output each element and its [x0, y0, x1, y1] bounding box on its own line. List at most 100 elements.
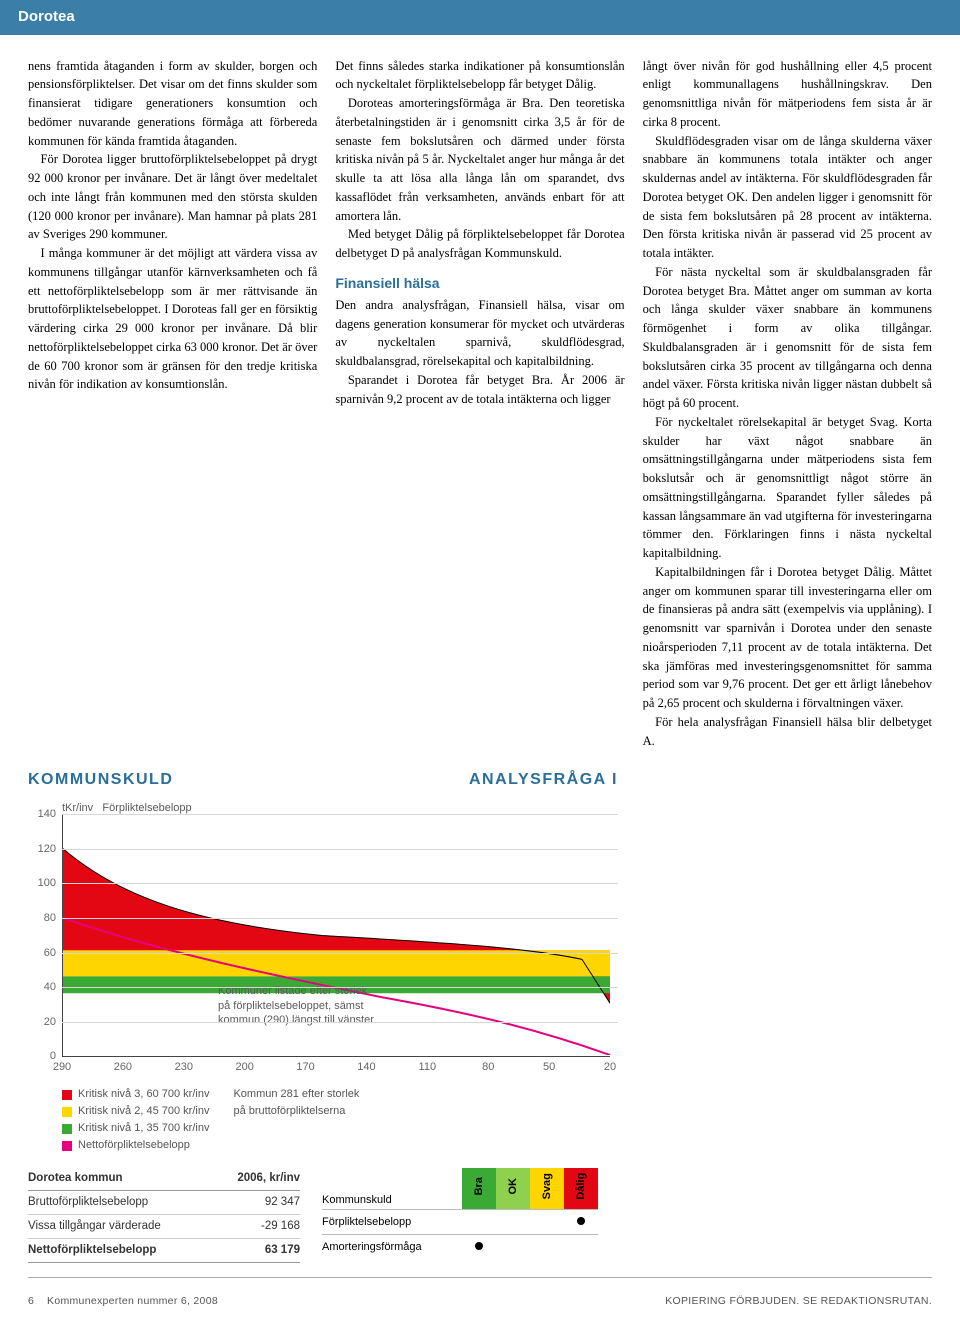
ytick: 120: [28, 841, 56, 858]
gridline: [62, 814, 618, 815]
subhead-finansiell-halsa: Finansiell hälsa: [335, 273, 624, 294]
chart-titles: KOMMUNSKULD ANALYSFRÅGA I: [28, 768, 618, 792]
rating-col-ok: OK: [496, 1168, 530, 1209]
col3-p3: För nästa nyckeltal som är skuldbalansgr…: [643, 263, 932, 413]
legend-l4: Nettoförpliktelsebelopp: [78, 1137, 190, 1154]
legend-l3: Kritisk nivå 1, 35 700 kr/inv: [78, 1120, 209, 1137]
t1-r1r: 92 347: [265, 1194, 300, 1211]
t1-r2l: Vissa tillgångar värderade: [28, 1218, 161, 1235]
xtick: 110: [419, 1059, 437, 1076]
col2-p1: Det finns således starka indikationer på…: [335, 57, 624, 95]
rating-row-1: Förpliktelsebelopp: [322, 1209, 598, 1235]
t1-hl: Dorotea kommun: [28, 1170, 123, 1187]
page-footer: 6 Kommunexperten nummer 6, 2008 KOPIERIN…: [0, 1294, 960, 1324]
green-swatch: [62, 1124, 72, 1134]
r2-bra: [462, 1235, 496, 1257]
rating-col-svag: Svag: [530, 1168, 564, 1209]
chart-legend: Kritisk nivå 3, 60 700 kr/inv Kritisk ni…: [28, 1086, 618, 1154]
r2-dalig: [564, 1235, 598, 1257]
r1-ok: [496, 1210, 530, 1232]
y-unit: tKr/inv: [62, 802, 93, 814]
legend-magenta: Nettoförpliktelsebelopp: [62, 1137, 209, 1154]
text-columns: nens framtida åtaganden i form av skulde…: [28, 57, 932, 751]
column-3: långt över nivån för god hushållning ell…: [643, 57, 932, 751]
ytick: 100: [28, 875, 56, 892]
ytick: 0: [28, 1048, 56, 1065]
chart-title-left: KOMMUNSKULD: [28, 768, 173, 792]
tables-row: Dorotea kommun 2006, kr/inv Bruttoförpli…: [28, 1168, 618, 1263]
xtick: 230: [175, 1059, 193, 1076]
col2-p5: Sparandet i Dorotea får betyget Bra. År …: [335, 371, 624, 409]
rating-title: Kommunskuld: [322, 1168, 462, 1209]
area-yellow: [62, 951, 610, 977]
xtick: 50: [543, 1059, 555, 1076]
r1-bra: [462, 1210, 496, 1232]
xtick: 80: [482, 1059, 494, 1076]
gridline: [62, 849, 618, 850]
x-axis: [62, 1056, 610, 1057]
col3-p4: För nyckeltalet rörelsekapital är betyge…: [643, 413, 932, 563]
ytick: 80: [28, 910, 56, 927]
ytick: 60: [28, 944, 56, 961]
col3-p6: För hela analysfrågan Finansiell hälsa b…: [643, 713, 932, 751]
table1-row1: Bruttoförpliktelsebelopp 92 347: [28, 1191, 300, 1215]
r2-svag: [530, 1235, 564, 1257]
rc2: OK: [495, 1178, 532, 1195]
gridline: [62, 953, 618, 954]
t1-r3l: Nettoförpliktelsebelopp: [28, 1242, 156, 1259]
col1-p1: nens framtida åtaganden i form av skulde…: [28, 57, 317, 151]
rc4: Dålig: [563, 1173, 600, 1200]
ytick: 40: [28, 979, 56, 996]
table-dorotea: Dorotea kommun 2006, kr/inv Bruttoförpli…: [28, 1168, 300, 1263]
rating-col-dalig: Dålig: [564, 1168, 598, 1209]
xtick: 260: [114, 1059, 132, 1076]
xtick: 140: [357, 1059, 375, 1076]
page-number: 6: [28, 1295, 34, 1307]
legend-red: Kritisk nivå 3, 60 700 kr/inv: [62, 1086, 209, 1103]
footer-rule: [28, 1277, 932, 1278]
col1-p2: För Dorotea ligger bruttoförpliktelsebel…: [28, 150, 317, 244]
legend-l1: Kritisk nivå 3, 60 700 kr/inv: [78, 1086, 209, 1103]
header-title: Dorotea: [18, 8, 75, 25]
t1-r1l: Bruttoförpliktelsebelopp: [28, 1194, 148, 1211]
rc3: Svag: [529, 1174, 566, 1200]
xtick: 20: [604, 1059, 616, 1076]
legend-yellow: Kritisk nivå 2, 45 700 kr/inv: [62, 1103, 209, 1120]
chart-area: tKr/inv Förpliktelsebelopp: [28, 800, 618, 1080]
xtick: 170: [296, 1059, 314, 1076]
dot-icon: [475, 1242, 483, 1250]
annot2-text: Kommun 281 efter storlek på bruttoförpli…: [233, 1086, 359, 1120]
t1-hr: 2006, kr/inv: [237, 1170, 300, 1187]
magenta-swatch: [62, 1141, 72, 1151]
col1-p3: I många kommuner är det möjligt att värd…: [28, 244, 317, 394]
chart-title-right: ANALYSFRÅGA I: [469, 768, 618, 792]
annot1-text: Kommuner listade efter storlek på förpli…: [218, 985, 374, 1026]
rating-r2-label: Amorteringsförmåga: [322, 1235, 462, 1260]
gridline: [62, 883, 618, 884]
col3-p5: Kapitalbildningen får i Dorotea betyget …: [643, 563, 932, 713]
r1-dalig: [564, 1210, 598, 1232]
red-swatch: [62, 1090, 72, 1100]
yellow-swatch: [62, 1107, 72, 1117]
legend-col-2: Kommun 281 efter storlek på bruttoförpli…: [233, 1086, 359, 1154]
legend-l2: Kritisk nivå 2, 45 700 kr/inv: [78, 1103, 209, 1120]
column-1: nens framtida åtaganden i form av skulde…: [28, 57, 317, 751]
ytick: 20: [28, 1013, 56, 1030]
legend-green: Kritisk nivå 1, 35 700 kr/inv: [62, 1120, 209, 1137]
page-header: Dorotea: [0, 0, 960, 35]
t1-r2r: -29 168: [261, 1218, 300, 1235]
rating-head: Kommunskuld Bra OK Svag Dålig: [322, 1168, 598, 1209]
rating-table: Kommunskuld Bra OK Svag Dålig Förpliktel…: [322, 1168, 598, 1263]
rating-r1-label: Förpliktelsebelopp: [322, 1210, 462, 1235]
rating-col-bra: Bra: [462, 1168, 496, 1209]
dot-icon: [577, 1217, 585, 1225]
gridline: [62, 987, 618, 988]
xtick: 290: [53, 1059, 71, 1076]
rc1: Bra: [461, 1178, 498, 1196]
col2-p2: Doroteas amorteringsförmåga är Bra. Den …: [335, 94, 624, 225]
column-2: Det finns således starka indikationer på…: [335, 57, 624, 751]
table1-row3: Nettoförpliktelsebelopp 63 179: [28, 1239, 300, 1263]
r1-svag: [530, 1210, 564, 1232]
col2-p4: Den andra analysfrågan, Finansiell hälsa…: [335, 296, 624, 371]
page-body: nens framtida åtaganden i form av skulde…: [0, 35, 960, 1294]
